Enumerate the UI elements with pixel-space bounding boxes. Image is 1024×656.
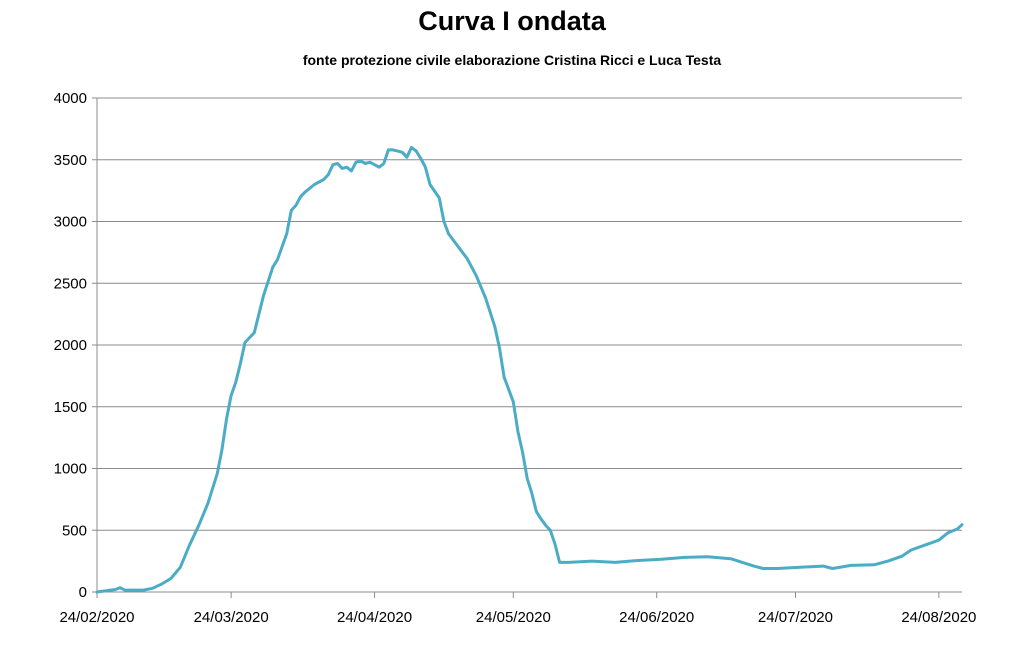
y-tick-label: 3000 bbox=[54, 214, 87, 231]
y-tick-label: 3500 bbox=[54, 152, 87, 169]
x-tick-label: 24/08/2020 bbox=[901, 609, 976, 626]
y-tick-label: 500 bbox=[62, 522, 87, 539]
x-tick-label: 24/02/2020 bbox=[59, 609, 134, 626]
series bbox=[95, 145, 964, 594]
y-tick-label: 2500 bbox=[54, 275, 87, 292]
axes bbox=[92, 97, 962, 598]
y-tick-label: 4000 bbox=[54, 90, 87, 107]
y-tick-label: 1500 bbox=[54, 399, 87, 416]
x-tick-label: 24/07/2020 bbox=[758, 609, 833, 626]
y-tick-labels: 0 500 1000 1500 2000 2500 3000 3500 4000 bbox=[54, 90, 87, 601]
y-tick-label: 1000 bbox=[54, 461, 87, 478]
x-tick-label: 24/06/2020 bbox=[619, 609, 694, 626]
x-tick-labels: 24/02/2020 24/03/2020 24/04/2020 24/05/2020… bbox=[59, 609, 976, 626]
x-tick-label: 24/03/2020 bbox=[194, 609, 269, 626]
y-tick-label: 2000 bbox=[54, 337, 87, 354]
x-tick-label: 24/05/2020 bbox=[476, 609, 551, 626]
series-line-0 bbox=[95, 145, 964, 594]
chart-title: Curva I ondata bbox=[418, 6, 606, 36]
x-tick-label: 24/04/2020 bbox=[337, 609, 412, 626]
grid-lines bbox=[97, 97, 962, 531]
y-tick-label: 0 bbox=[79, 584, 87, 601]
chart-subtitle: fonte protezione civile elaborazione Cri… bbox=[302, 52, 722, 68]
